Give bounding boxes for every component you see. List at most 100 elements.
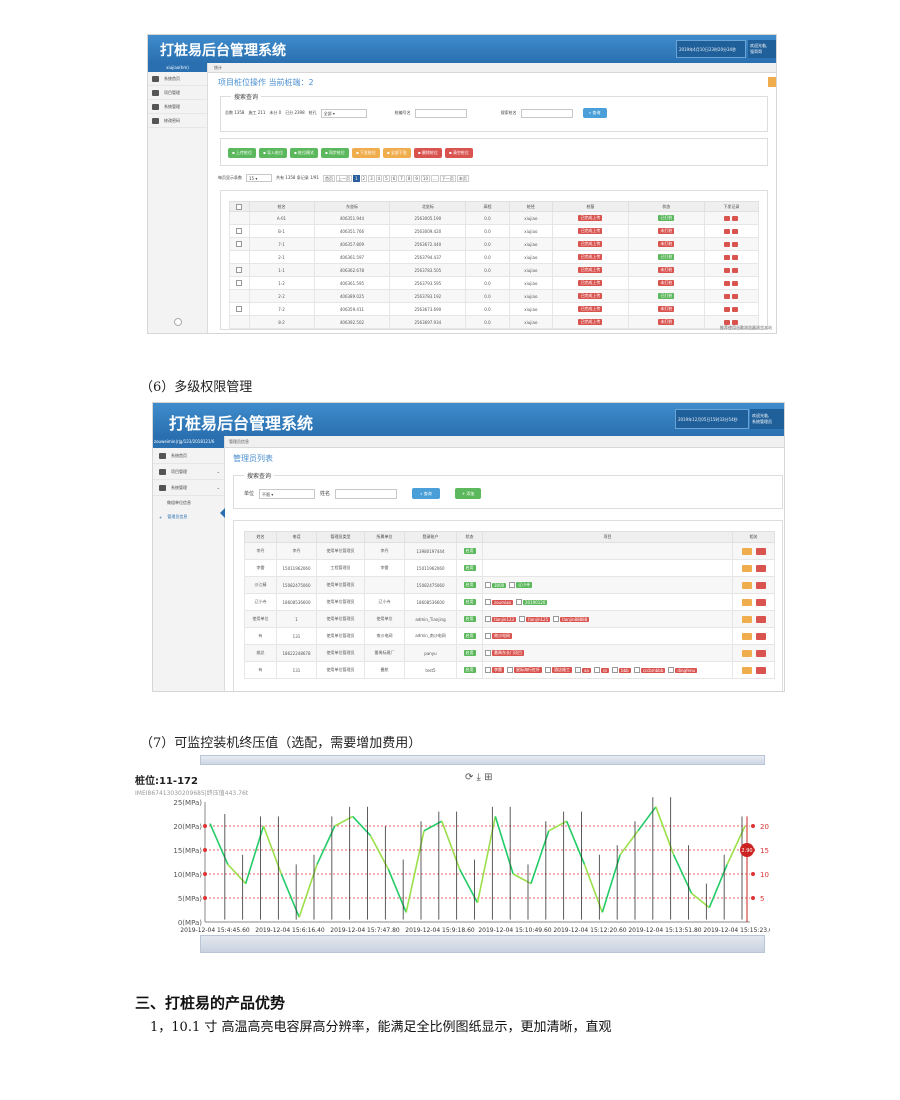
edit-icon[interactable] (724, 267, 731, 273)
delete-icon[interactable] (732, 280, 739, 286)
page-link[interactable]: 下一页 (439, 174, 456, 182)
action-button-7[interactable]: ▪ 清空桩位 (444, 148, 473, 158)
action-button-3[interactable]: ▪ 同步桩位 (320, 148, 349, 158)
page-link[interactable]: 5 (383, 174, 390, 182)
page-link[interactable]: ... (431, 174, 439, 182)
action-button-2[interactable]: ▪ 桩位模式 (289, 148, 318, 158)
project-checkbox-item[interactable]: dingfenu (668, 667, 698, 673)
row-checkbox[interactable] (236, 306, 243, 312)
edit-icon[interactable] (724, 215, 731, 221)
sidebar-item-home[interactable]: 系统首页 (148, 72, 207, 86)
edit-icon[interactable] (741, 615, 752, 623)
delete-icon[interactable] (755, 666, 766, 674)
user-info[interactable]: 欢迎光临, 强哥哥 (748, 40, 776, 58)
page-link[interactable]: 末页 (456, 174, 469, 182)
project-checkbox-item[interactable]: tianjin125 (519, 616, 551, 622)
page-size-select[interactable]: 15 ▾ (246, 174, 272, 182)
project-checkbox-item[interactable]: tianjin123 (485, 616, 517, 622)
project-checkbox-item[interactable]: 李雷 (485, 667, 504, 673)
machine-input[interactable] (520, 108, 573, 118)
delete-icon[interactable] (755, 547, 766, 555)
project-checkbox-item[interactable]: 酒店施工 (545, 667, 572, 673)
delete-icon[interactable] (732, 306, 739, 312)
edit-icon[interactable] (724, 254, 731, 260)
status-select[interactable]: 全部 ▾ (320, 108, 367, 118)
project-checkbox-item[interactable]: 番禺东长门项目 (485, 650, 524, 656)
name-input[interactable] (335, 488, 398, 499)
page-link[interactable]: 上一页 (335, 174, 352, 182)
sidebar-item-home[interactable]: 系统首页 (153, 448, 224, 464)
project-checkbox-item[interactable]: 20190120 (516, 599, 548, 605)
page-link[interactable]: 9 (413, 174, 420, 182)
chart-toolbar[interactable]: ⟳ ⤓ ⊞ (465, 772, 493, 783)
row-checkbox[interactable] (236, 228, 243, 234)
edit-icon[interactable] (741, 666, 752, 674)
edit-icon[interactable] (741, 564, 752, 572)
project-checkbox-item[interactable]: cccbmbbb (633, 667, 666, 673)
edit-icon[interactable] (741, 581, 752, 589)
add-button[interactable]: + 添加 (455, 488, 482, 499)
delete-icon[interactable] (755, 615, 766, 623)
edit-icon[interactable] (724, 293, 731, 299)
project-checkbox-item[interactable]: bbb (612, 667, 631, 673)
edit-icon[interactable] (741, 649, 752, 657)
select-all-checkbox[interactable] (236, 203, 243, 210)
edit-icon[interactable] (741, 632, 752, 640)
project-checkbox-item[interactable]: ss (593, 667, 610, 673)
project-checkbox-item[interactable]: 星际海行杠杆 (507, 667, 542, 673)
delete-icon[interactable] (732, 319, 739, 325)
search-button[interactable]: ⌕ 查询 (412, 488, 441, 499)
page-link[interactable]: 4 (375, 174, 383, 182)
page-link[interactable]: 首页 (322, 174, 335, 182)
bottom-scrollbar[interactable] (200, 935, 765, 953)
sidebar-item-system[interactable]: 系统管理 ⌄ (153, 480, 224, 496)
action-button-0[interactable]: ▪ 上传桩位 (228, 148, 256, 158)
sidebar-item-unit-info[interactable]: 做组单位信息 (167, 500, 191, 505)
delete-icon[interactable] (732, 228, 739, 234)
action-button-5[interactable]: ▪ 全部下发 (382, 148, 411, 158)
sidebar-item-project[interactable]: 项目管理 ⌄ (153, 464, 224, 480)
action-button-6[interactable]: ▪ 删除桩位 (413, 148, 442, 158)
collapse-arrow-icon[interactable] (220, 508, 225, 518)
action-button-1[interactable]: ▪ 导入桩位 (258, 148, 287, 158)
row-checkbox[interactable] (236, 267, 243, 273)
delete-icon[interactable] (755, 581, 766, 589)
pile-name-input[interactable] (414, 108, 467, 118)
project-checkbox-item[interactable]: zoumiao (485, 599, 513, 605)
page-link[interactable]: 8 (405, 174, 413, 182)
page-link[interactable]: 10 (420, 174, 430, 182)
delete-icon[interactable] (732, 215, 739, 221)
delete-icon[interactable] (732, 241, 739, 247)
delete-icon[interactable] (755, 564, 766, 572)
side-toggle[interactable] (768, 77, 776, 87)
unit-select[interactable]: 不限 ▾ (259, 488, 316, 499)
project-checkbox-item[interactable]: 辽小寺 (509, 582, 533, 588)
page-link[interactable]: 2 (360, 174, 368, 182)
row-checkbox[interactable] (236, 241, 243, 247)
project-checkbox-item[interactable]: 3000 (485, 582, 507, 588)
row-checkbox[interactable] (236, 280, 243, 286)
delete-icon[interactable] (755, 632, 766, 640)
tab-admin-info[interactable]: 管理员信息 (225, 436, 784, 448)
delete-icon[interactable] (732, 254, 739, 260)
sidebar-item-password[interactable]: 修改密码 (148, 114, 207, 128)
scroll-indicator[interactable] (174, 318, 182, 326)
search-button[interactable]: ⌕ 查询 (582, 108, 607, 118)
edit-icon[interactable] (724, 228, 731, 234)
delete-icon[interactable] (732, 293, 739, 299)
edit-icon[interactable] (741, 598, 752, 606)
sidebar-item-system[interactable]: 系统管理 (148, 100, 207, 114)
project-checkbox-item[interactable]: aa (575, 667, 591, 673)
sidebar-item-admin-info[interactable]: + 管理员信息 (159, 514, 188, 520)
project-checkbox-item[interactable]: tianjin88888 (553, 616, 590, 622)
delete-icon[interactable] (755, 598, 766, 606)
edit-icon[interactable] (741, 547, 752, 555)
action-button-4[interactable]: ▪ 下发桩位 (351, 148, 380, 158)
page-link[interactable]: 6 (390, 174, 398, 182)
edit-icon[interactable] (724, 306, 731, 312)
delete-icon[interactable] (755, 649, 766, 657)
tab-stats[interactable]: 统计 (208, 63, 776, 73)
sidebar-item-project[interactable]: 项目管理 (148, 86, 207, 100)
page-link[interactable]: 7 (398, 174, 405, 182)
edit-icon[interactable] (724, 280, 731, 286)
